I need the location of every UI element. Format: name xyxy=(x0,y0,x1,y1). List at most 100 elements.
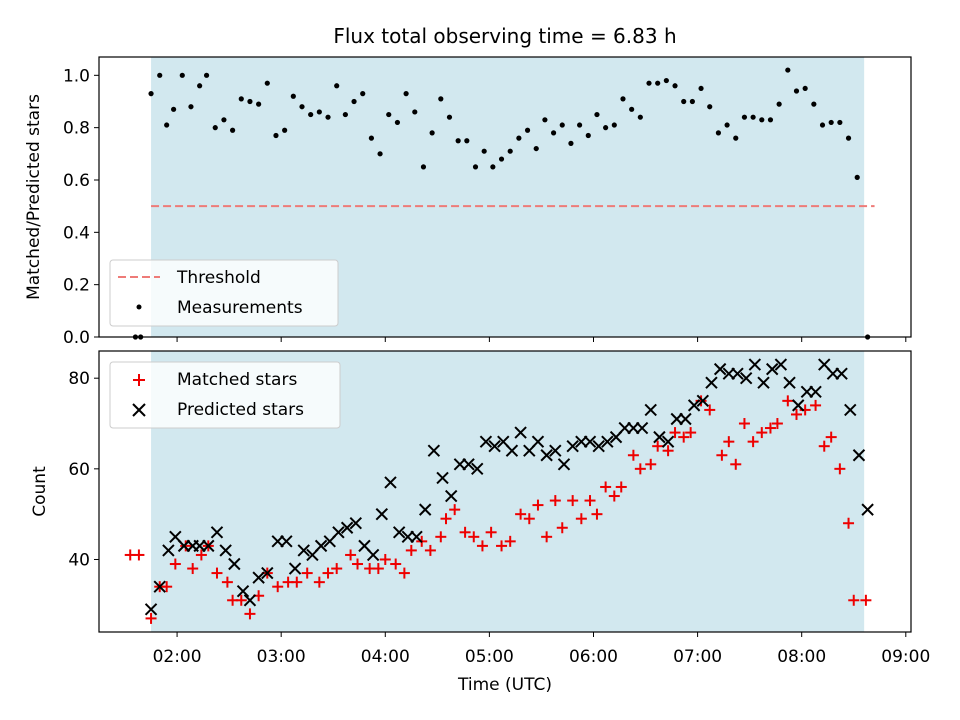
matched-star-point xyxy=(169,558,181,570)
x-tick-label: 02:00 xyxy=(153,647,202,667)
x-tick-label: 07:00 xyxy=(673,647,722,667)
predicted-star-point xyxy=(653,430,666,444)
matched-star-point xyxy=(449,504,461,516)
measurement-point xyxy=(637,114,643,120)
bottom-y-axis-label: Count xyxy=(30,466,50,517)
measurement-point xyxy=(299,104,305,110)
measurement-point xyxy=(197,83,203,89)
measurement-point xyxy=(464,138,470,144)
measurement-point xyxy=(767,117,774,123)
predicted-star-point xyxy=(488,439,501,453)
measurement-point xyxy=(741,114,748,120)
predicted-star-point xyxy=(852,449,866,462)
matched-star-point xyxy=(372,563,384,575)
measurement-point xyxy=(776,101,782,107)
bottom-x-ticks: 02:00 03:00 04:00 05:00 06:00 07:00 08:00 09:00 xyxy=(153,632,930,667)
matched-star-point xyxy=(244,608,256,620)
matched-star-point xyxy=(291,576,303,588)
matched-star-point xyxy=(468,531,480,543)
measurement-point xyxy=(507,148,513,154)
predicted-star-point xyxy=(261,566,274,580)
legend-matched-label: Matched stars xyxy=(177,370,297,390)
matched-star-point xyxy=(756,427,768,439)
matched-star-point xyxy=(627,449,639,461)
predicted-star-point xyxy=(661,435,675,448)
measurement-point xyxy=(785,67,791,73)
matched-star-point xyxy=(825,431,837,443)
matched-star-point xyxy=(379,553,391,565)
measurement-point xyxy=(481,148,487,154)
measurement-point xyxy=(854,174,860,180)
y-tick-label: 1.0 xyxy=(63,66,90,86)
measurement-point xyxy=(229,127,236,133)
matched-star-point xyxy=(435,531,447,543)
measurement-point xyxy=(837,119,843,126)
y-tick-label: 0.2 xyxy=(63,276,90,296)
predicted-star-point xyxy=(757,376,770,389)
matched-star-point xyxy=(843,517,855,529)
top-legend-box xyxy=(109,259,339,327)
matched-star-point xyxy=(652,440,664,452)
matched-star-point xyxy=(747,436,759,448)
measurement-point xyxy=(429,130,435,136)
top-y-ticks: 0.0 0.2 0.4 0.6 0.8 1.0 xyxy=(63,66,99,348)
predicted-star-point xyxy=(153,580,166,593)
matched-star-point xyxy=(195,549,207,561)
matched-star-point xyxy=(541,531,553,543)
matched-star-point xyxy=(331,563,343,575)
predicted-star-point xyxy=(687,399,701,412)
matched-star-point xyxy=(405,544,417,556)
measurement-point xyxy=(188,104,194,110)
predicted-star-point xyxy=(427,444,441,457)
measurement-point xyxy=(603,125,609,131)
matched-star-point xyxy=(716,449,728,461)
matched-star-point xyxy=(523,513,535,525)
measurement-point xyxy=(342,111,348,118)
measurement-point xyxy=(412,109,418,115)
predicted-star-point xyxy=(332,526,345,539)
y-tick-label: 0.8 xyxy=(63,119,90,139)
matched-star-point xyxy=(575,513,587,525)
matched-star-point xyxy=(515,508,527,520)
matched-star-point xyxy=(390,558,402,570)
top-legend: Threshold Measurements xyxy=(109,259,339,327)
predicted-star-point xyxy=(566,439,579,453)
measurement-point xyxy=(594,111,600,118)
predicted-star-point xyxy=(297,544,310,557)
matched-star-point xyxy=(549,495,561,507)
measurement-point xyxy=(663,77,669,84)
measurement-point xyxy=(533,145,539,152)
predicted-star-point xyxy=(861,503,874,516)
bottom-y-ticks: 40 60 80 xyxy=(68,369,99,570)
predicted-star-point xyxy=(731,367,744,380)
predicted-star-point xyxy=(162,544,175,557)
measurement-point xyxy=(655,80,661,86)
measurement-point xyxy=(707,104,713,110)
measurement-point xyxy=(455,138,461,144)
matched-star-point xyxy=(221,576,233,588)
bottom-legend: Matched stars Predicted stars xyxy=(109,361,341,429)
predicted-star-point xyxy=(505,444,519,457)
predicted-star-point xyxy=(792,399,805,412)
predicted-star-point xyxy=(765,362,779,376)
matched-star-point xyxy=(600,481,612,493)
matched-star-point xyxy=(352,558,364,570)
predicted-star-point xyxy=(144,603,158,616)
predicted-star-point xyxy=(835,367,848,380)
matched-star-point xyxy=(591,508,603,520)
matched-star-point xyxy=(669,427,681,439)
measurement-point xyxy=(247,98,253,105)
measurement-point xyxy=(542,117,548,123)
matched-star-point xyxy=(615,481,627,493)
measurement-point xyxy=(629,106,635,112)
bottom-legend-box xyxy=(109,361,341,429)
measurement-point xyxy=(238,96,244,102)
predicted-star-point xyxy=(479,435,493,448)
predicted-star-point xyxy=(713,362,727,376)
predicted-star-point xyxy=(280,535,293,548)
measurement-point xyxy=(577,122,583,128)
predicted-star-point xyxy=(462,458,475,471)
predicted-star-point xyxy=(679,412,692,426)
matched-star-point xyxy=(723,436,735,448)
